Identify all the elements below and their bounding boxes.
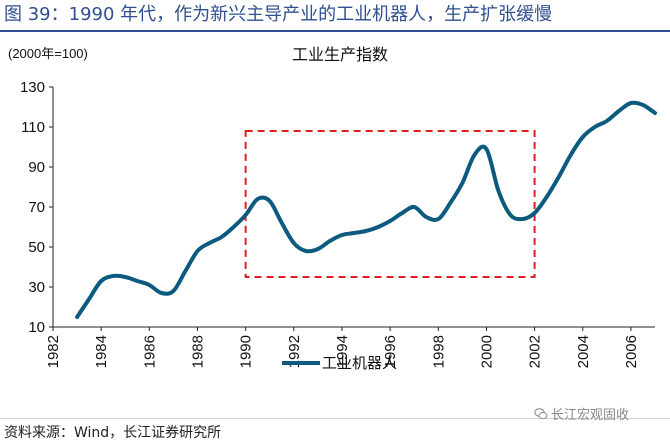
x-tick-label: 1996 [382,335,399,368]
unit-label: (2000年=100) [8,46,88,61]
legend-label: 工业机器人 [322,354,397,372]
axes-group: 10 30 50 70 90 110 130 1982 1984 1986 1988 1990 1992… [20,79,655,368]
y-tick-label: 50 [28,239,45,256]
x-tick-label: 1988 [189,335,206,368]
figure-title: 图 39：1990 年代，作为新兴主导产业的工业机器人，生产扩张缓慢 [4,4,553,25]
x-tick-label: 2000 [478,335,495,368]
legend: 工业机器人 [282,354,397,372]
x-tick-label: 1998 [430,335,447,368]
series-line [75,100,657,319]
x-tick-label: 1992 [286,335,303,368]
x-tick-label: 2006 [623,335,640,368]
y-tick-label: 110 [21,119,45,136]
x-tick-label: 1982 [45,335,62,368]
x-tick-label: 1986 [141,335,158,368]
wechat-icon [534,407,548,419]
title-divider [0,30,670,32]
footer-divider [0,418,670,419]
watermark-text: 长江宏观固收 [551,408,630,423]
y-tick-label: 130 [20,79,45,96]
y-tick-label: 30 [28,279,45,296]
x-tick-label: 2004 [575,335,592,368]
annotation-group [244,130,536,278]
x-tick-label: 1990 [238,335,255,368]
source-note: 资料来源：Wind，长江证券研究所 [4,425,222,441]
plot-group [75,100,657,319]
watermark: 长江宏观固收 [534,404,629,423]
x-tick-label: 1984 [93,335,110,368]
x-tick-label: 1994 [334,335,351,368]
y-tick-label: 90 [28,159,45,176]
x-tick-label: 2002 [527,335,544,368]
y-tick-label: 10 [28,319,45,336]
y-tick-label: 70 [28,199,45,216]
chart-title: 工业生产指数 [292,45,388,64]
highlight-box [244,130,536,278]
